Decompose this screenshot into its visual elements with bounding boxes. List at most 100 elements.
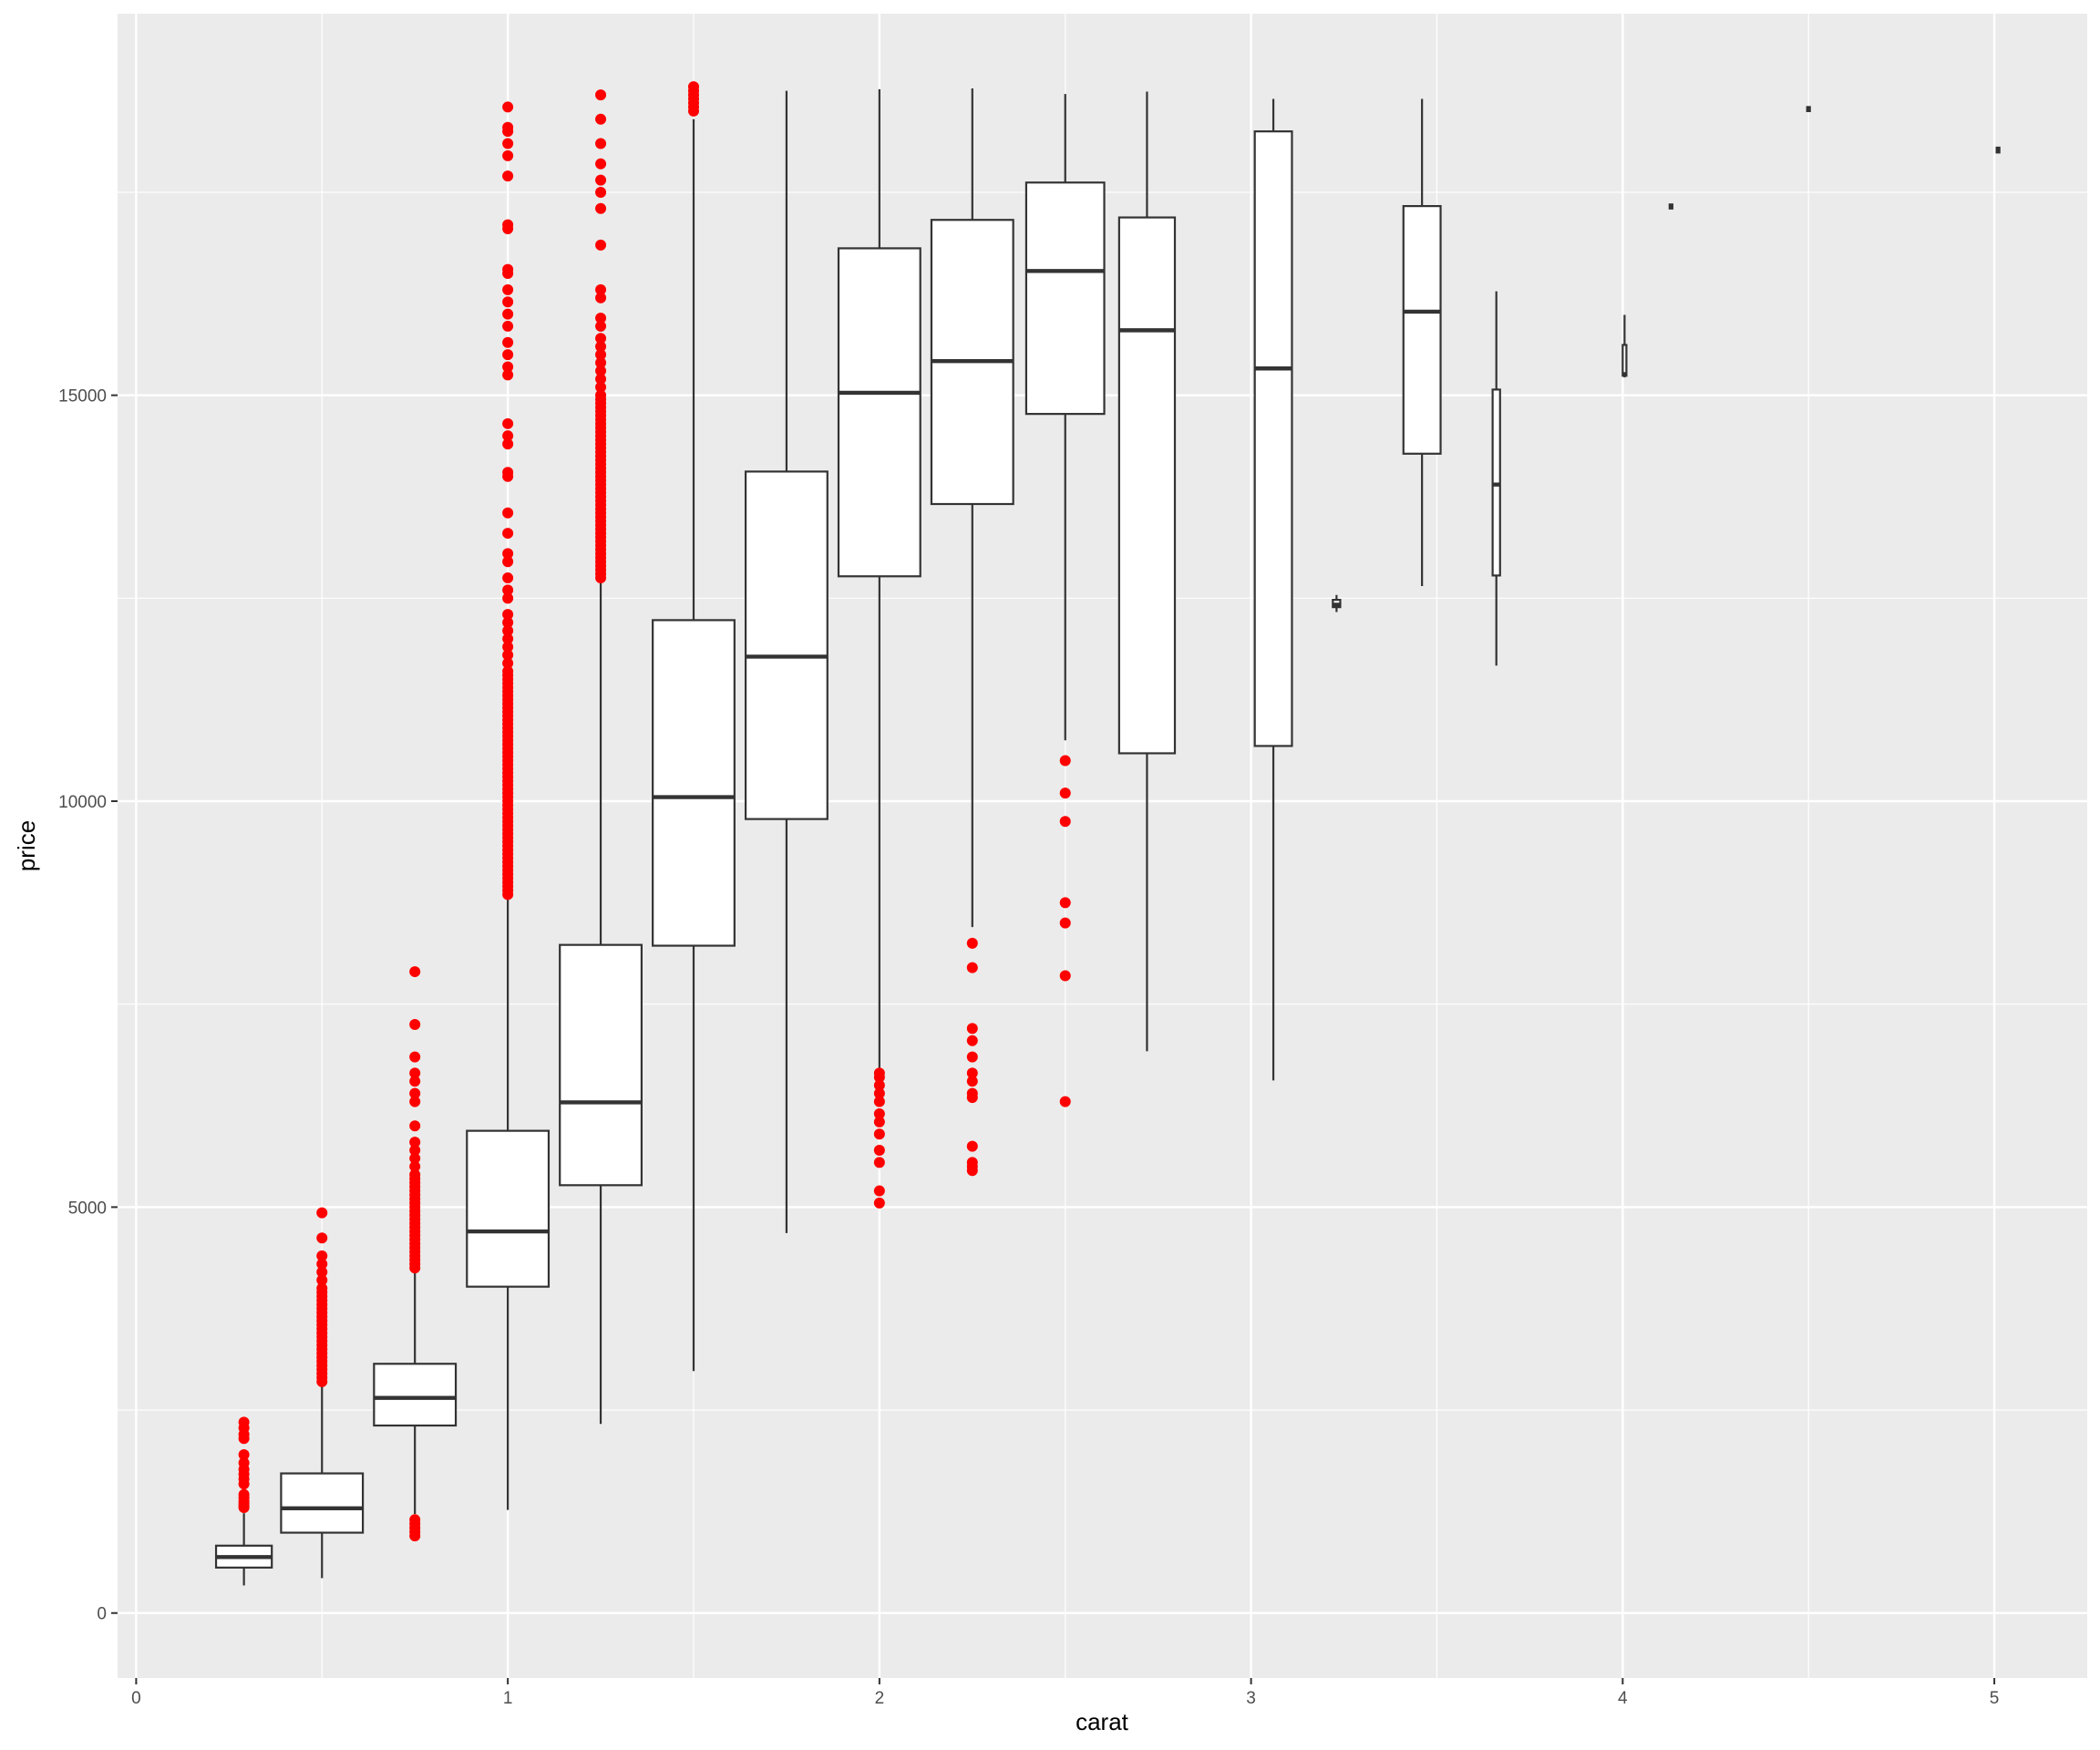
outlier-point xyxy=(595,381,607,393)
box xyxy=(466,898,551,1510)
outlier-point xyxy=(409,1051,421,1063)
outlier-point xyxy=(502,430,514,442)
outlier-point xyxy=(316,1232,328,1244)
outliers-layer xyxy=(238,81,1071,1542)
outlier-point xyxy=(502,528,514,540)
outlier-point xyxy=(966,1087,978,1099)
outlier-point xyxy=(595,138,607,149)
x-tick-label: 0 xyxy=(131,1689,141,1708)
box xyxy=(837,88,921,1071)
outlier-point xyxy=(502,572,514,584)
box-iqr xyxy=(1491,388,1501,577)
outlier-point xyxy=(595,186,607,198)
outlier-point xyxy=(966,1067,978,1079)
outlier-point xyxy=(873,1096,885,1107)
outlier-point xyxy=(595,341,607,353)
box xyxy=(1621,314,1628,378)
y-axis-title: price xyxy=(13,820,40,871)
box-iqr xyxy=(466,1129,551,1288)
outlier-point xyxy=(1059,788,1071,799)
outlier-point xyxy=(409,1160,421,1172)
outlier-point xyxy=(595,373,607,385)
x-tick-label: 1 xyxy=(503,1689,513,1708)
outlier-point xyxy=(502,138,514,149)
outlier-point xyxy=(409,1145,421,1157)
outlier-point xyxy=(502,467,514,479)
box xyxy=(1491,291,1501,666)
outlier-point xyxy=(687,81,699,93)
box xyxy=(1995,146,2001,154)
outlier-point xyxy=(316,1282,328,1294)
outlier-point xyxy=(595,158,607,170)
axes-layer: 0 5000 10000 15000 0 1 2 3 4 5 xyxy=(58,387,1999,1708)
outlier-point xyxy=(966,1023,978,1035)
outlier-point xyxy=(595,174,607,186)
box-iqr xyxy=(744,470,829,820)
outlier-point xyxy=(595,365,607,376)
outlier-point xyxy=(1059,917,1071,929)
outlier-point xyxy=(502,507,514,519)
box-iqr xyxy=(1621,344,1628,377)
x-tick-label: 3 xyxy=(1246,1689,1256,1708)
outlier-point xyxy=(502,263,514,275)
x-axis-title: carat xyxy=(1076,1708,1129,1735)
outlier-point xyxy=(502,308,514,320)
outlier-point xyxy=(502,149,514,161)
box xyxy=(930,88,1014,928)
outlier-point xyxy=(502,417,514,429)
outlier-point xyxy=(873,1145,885,1157)
box xyxy=(1668,203,1673,210)
outlier-point xyxy=(502,296,514,308)
box xyxy=(744,90,829,1233)
box-iqr xyxy=(837,247,921,578)
outlier-point xyxy=(502,101,514,113)
outlier-point xyxy=(316,1258,328,1270)
outlier-point xyxy=(238,1488,250,1500)
box-iqr xyxy=(280,1472,365,1534)
outlier-point xyxy=(966,937,978,949)
box xyxy=(1117,91,1177,1052)
y-tick-label: 5000 xyxy=(68,1199,107,1218)
outlier-point xyxy=(873,1197,885,1209)
outlier-point xyxy=(502,369,514,381)
box xyxy=(1402,98,1442,586)
box xyxy=(214,1513,273,1586)
box xyxy=(652,118,736,1372)
outlier-point xyxy=(502,584,514,596)
outlier-point xyxy=(595,89,607,101)
outlier-point xyxy=(595,292,607,304)
outlier-point xyxy=(502,633,514,644)
outlier-point xyxy=(502,283,514,295)
outlier-point xyxy=(595,357,607,369)
outlier-point xyxy=(502,609,514,621)
outlier-point xyxy=(595,320,607,332)
outlier-point xyxy=(502,657,514,669)
outlier-point xyxy=(502,170,514,182)
outlier-point xyxy=(966,962,978,973)
box xyxy=(1024,94,1106,741)
outlier-point xyxy=(502,438,514,450)
outlier-point xyxy=(966,1076,978,1087)
outlier-point xyxy=(966,1051,978,1063)
outlier-point xyxy=(873,1067,885,1079)
outlier-point xyxy=(409,1067,421,1079)
outlier-point xyxy=(409,1152,421,1164)
outlier-point xyxy=(502,361,514,373)
box xyxy=(559,582,643,1425)
outlier-point xyxy=(502,617,514,629)
outlier-point xyxy=(873,1107,885,1119)
outlier-point xyxy=(409,1137,421,1148)
box-iqr xyxy=(652,619,736,947)
outlier-point xyxy=(595,239,607,251)
box-iqr xyxy=(1117,216,1177,755)
outlier-point xyxy=(966,1140,978,1152)
outlier-point xyxy=(409,966,421,978)
outlier-point xyxy=(409,1076,421,1087)
outlier-point xyxy=(409,1168,421,1180)
outlier-point xyxy=(873,1185,885,1197)
x-tick-label: 2 xyxy=(875,1689,885,1708)
outlier-point xyxy=(1059,1096,1071,1107)
outlier-point xyxy=(873,1079,885,1091)
outlier-point xyxy=(409,1087,421,1099)
